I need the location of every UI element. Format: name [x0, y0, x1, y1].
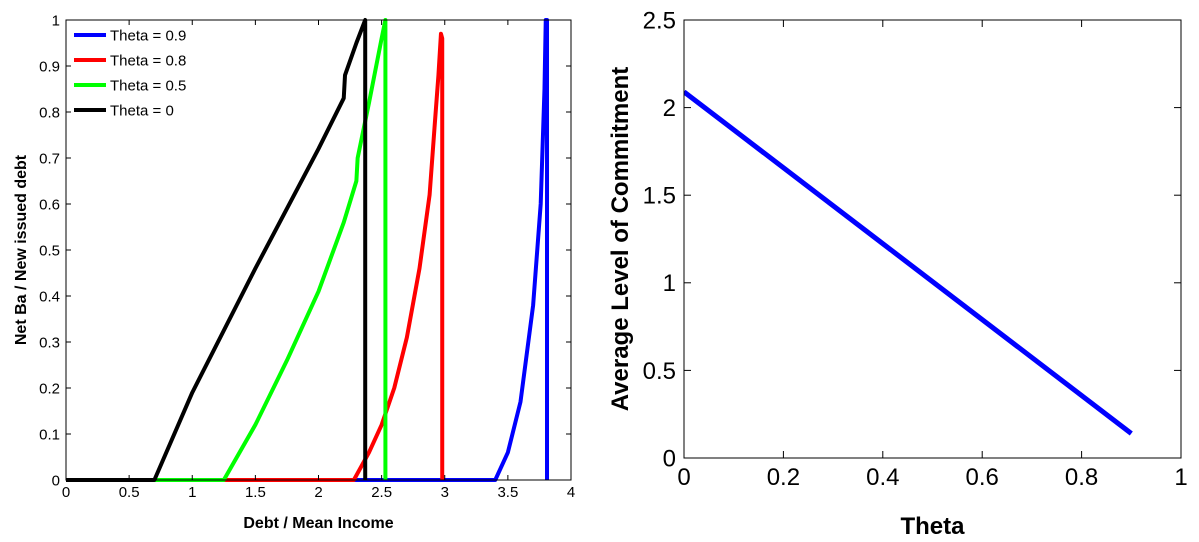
left-chart: 0 0.5 1 1.5 2 2.5 3 3.5 4 0 0.1 0.2 0.3 0.4 0.5 0.6 0.7 0… — [13, 12, 575, 532]
x-tick-label: 0.8 — [1065, 464, 1098, 491]
x-axis-label: Debt / Mean Income — [243, 515, 393, 532]
y-tick-label: 2 — [663, 95, 676, 122]
x-tick-label: 1 — [188, 484, 196, 501]
x-axis-label: Theta — [900, 513, 965, 540]
y-tick-label: 0.1 — [39, 426, 60, 443]
right-chart: 0 0.2 0.4 0.6 0.8 1 0 0.5 1 1.5 2 2.5 Theta Average L… — [607, 7, 1188, 540]
x-tick-label: 2 — [314, 484, 322, 501]
y-tick-label: 0 — [663, 445, 676, 472]
x-tick-label: 0.2 — [767, 464, 800, 491]
y-tick-label: 0 — [52, 472, 60, 489]
y-tick-label: 1 — [52, 12, 60, 29]
y-tick-label: 0.5 — [39, 242, 60, 259]
y-tick-label: 2.5 — [643, 7, 676, 34]
x-tick-label: 1 — [1174, 464, 1187, 491]
y-tick-label: 0.9 — [39, 58, 60, 75]
legend-label: Theta = 0.5 — [110, 77, 186, 94]
y-tick-label: 0.5 — [643, 358, 676, 385]
legend-label: Theta = 0.8 — [110, 52, 186, 69]
series-line-3 — [154, 18, 388, 482]
x-tick-label: 0.5 — [119, 484, 140, 501]
x-tick-label: 3 — [441, 484, 449, 501]
series-line-4 — [66, 18, 368, 482]
legend: Theta = 0.9 Theta = 0.8 Theta = 0.5 Theta =… — [74, 27, 186, 119]
x-tick-label: 0.6 — [966, 464, 999, 491]
x-tick-label: 2.5 — [371, 484, 392, 501]
y-tick-label: 0.7 — [39, 150, 60, 167]
y-tick-label: 1.5 — [643, 183, 676, 210]
y-axis-label: Average Level of Commitment — [607, 67, 634, 412]
plot-frame — [683, 19, 1182, 459]
y-tick-label: 0.8 — [39, 104, 60, 121]
y-tick-label: 0.6 — [39, 196, 60, 213]
legend-label: Theta = 0.9 — [110, 27, 186, 44]
x-tick-label: 0 — [677, 464, 690, 491]
y-axis-label: Net Ba / New issued debt — [13, 154, 30, 345]
y-tick-label: 1 — [663, 270, 676, 297]
series-line-1 — [684, 89, 1133, 436]
y-tick-label: 0.4 — [39, 288, 60, 305]
legend-label: Theta = 0 — [110, 102, 174, 119]
x-tick-label: 0.4 — [866, 464, 899, 491]
x-tick-label: 3.5 — [497, 484, 518, 501]
series-line-2 — [66, 31, 445, 482]
x-tick-label: 1.5 — [245, 484, 266, 501]
x-tick-label: 4 — [567, 484, 575, 501]
y-tick-label: 0.3 — [39, 334, 60, 351]
y-tick-label: 0.2 — [39, 380, 60, 397]
x-tick-label: 0 — [62, 484, 70, 501]
